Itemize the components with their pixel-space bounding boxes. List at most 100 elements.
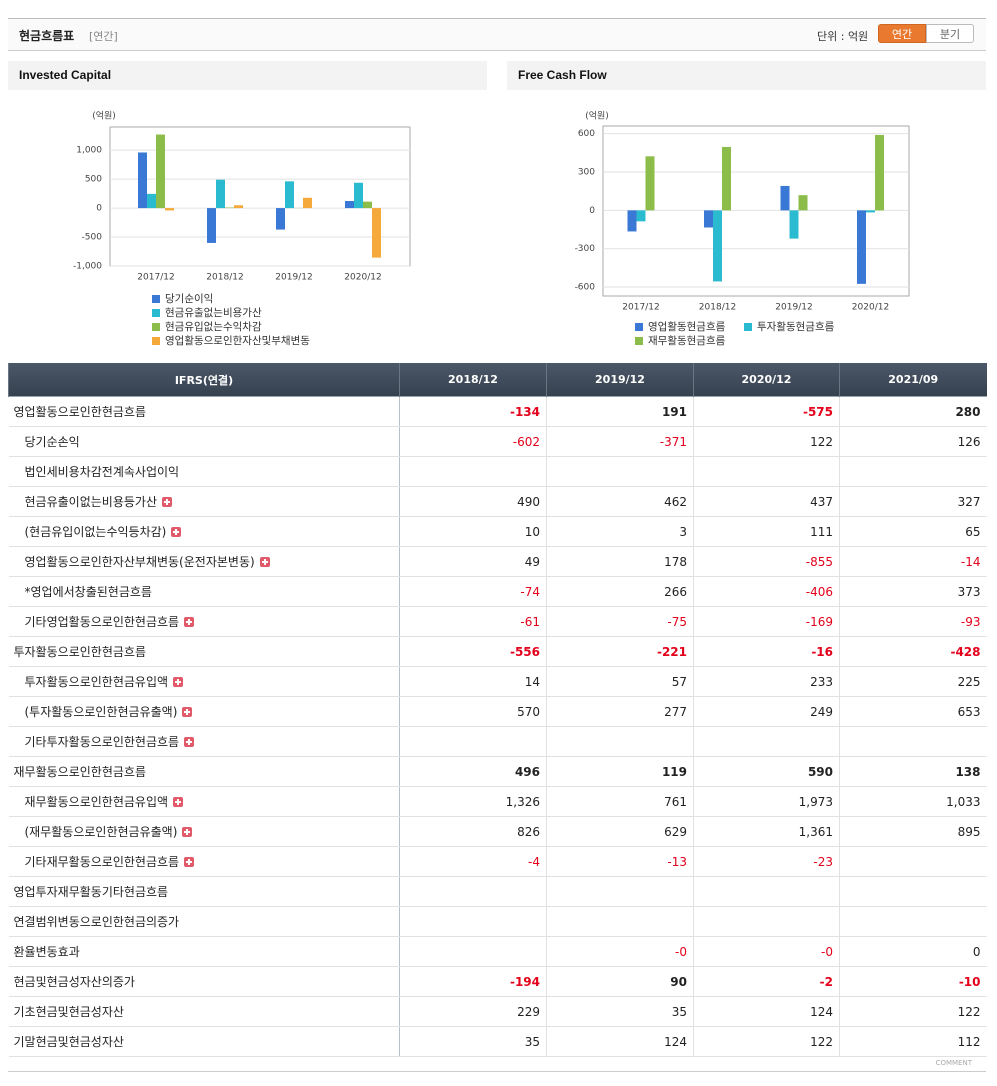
expand-button[interactable] — [184, 857, 195, 867]
row-label: 영업투자재무활동기타현금흐름 — [13, 885, 169, 899]
value-cell — [839, 846, 987, 877]
row-label-cell: 영업활동으로인한자산부채변동(운전자본변동) — [8, 546, 400, 577]
bar — [789, 210, 799, 239]
x-tick-label: 2020/12 — [344, 273, 381, 283]
value-cell: 35 — [546, 996, 694, 1027]
value: -556 — [509, 644, 540, 659]
legend-label: 재무활동현금흐름 — [648, 334, 726, 347]
value: 122 — [810, 1034, 833, 1049]
row-label: (현금유입이없는수익등차감) — [24, 525, 167, 539]
value-cell: 437 — [693, 486, 840, 517]
value: 1,973 — [798, 794, 833, 809]
value-cell: 570 — [399, 696, 547, 727]
expand-button[interactable] — [182, 707, 193, 717]
value-cell: 111 — [693, 516, 840, 547]
value-cell: 122 — [693, 426, 840, 457]
legend-swatch — [744, 323, 752, 331]
table-row: 영업활동으로인한현금흐름 -134 191 -575 280 — [8, 396, 987, 427]
value-cell: 826 — [399, 816, 547, 847]
value-cell: 266 — [546, 576, 694, 607]
value-cell: 233 — [693, 666, 840, 697]
bar — [798, 195, 808, 211]
y-tick-label: 0 — [96, 204, 102, 214]
value-cell: -93 — [839, 606, 987, 637]
y-tick-label: 1,000 — [76, 146, 102, 156]
expand-button[interactable] — [184, 737, 195, 747]
table-row: (현금유입이없는수익등차감) 10 3 111 65 — [8, 516, 987, 547]
panel-title-bar — [8, 61, 487, 90]
value: 1,033 — [946, 794, 981, 809]
expand-button[interactable] — [171, 527, 182, 537]
value-cell: 327 — [839, 486, 987, 517]
value: 138 — [955, 764, 981, 779]
value-cell: -16 — [693, 636, 840, 667]
row-label-cell: *영업에서창출된현금흐름 — [8, 576, 400, 607]
row-label-cell: 현금및현금성자산의증가 — [8, 966, 400, 997]
value-cell: -23 — [693, 846, 840, 877]
value-cell — [399, 936, 547, 967]
row-label-cell: 기타영업활동으로인한현금흐름 — [8, 606, 400, 637]
row-label-cell: 영업투자재무활동기타현금흐름 — [8, 876, 400, 907]
value: -23 — [813, 854, 833, 869]
value-cell: 138 — [839, 756, 987, 787]
column-header: 2019/12 — [546, 363, 694, 397]
bar — [165, 208, 174, 211]
value-cell: 112 — [839, 1026, 987, 1057]
value: 35 — [524, 1034, 540, 1049]
annual-button[interactable]: 연간 — [878, 24, 926, 43]
value: 178 — [664, 554, 687, 569]
panel-title-bar — [507, 61, 986, 90]
header-bar: 현금흐름표 [연간] 단위 : 억원 연간 분기 — [8, 18, 986, 51]
bar — [363, 201, 372, 209]
y-tick-label: -600 — [575, 283, 596, 293]
legend-label: 영업활동현금흐름 — [648, 320, 726, 333]
row-label-cell: 기타투자활동으로인한현금흐름 — [8, 726, 400, 757]
y-axis-label: (억원) — [92, 110, 116, 122]
value: -406 — [805, 584, 833, 599]
expand-button[interactable] — [184, 617, 195, 627]
row-label-cell: 기말현금및현금성자산 — [8, 1026, 400, 1057]
value: 266 — [664, 584, 687, 599]
value: 590 — [807, 764, 833, 779]
value-cell: 65 — [839, 516, 987, 547]
value-cell: 653 — [839, 696, 987, 727]
bar — [207, 208, 216, 243]
value: 14 — [524, 674, 540, 689]
expand-button[interactable] — [182, 827, 193, 837]
value: -134 — [509, 404, 540, 419]
expand-button[interactable] — [173, 677, 184, 687]
value: 126 — [957, 434, 981, 449]
value: 191 — [661, 404, 687, 419]
bar — [627, 210, 637, 232]
row-label-cell: 재무활동으로인한현금흐름 — [8, 756, 400, 787]
value-cell: 49 — [399, 546, 547, 577]
value-cell: -4 — [399, 846, 547, 877]
table-row: 법인세비용차감전계속사업이익 — [8, 456, 987, 487]
row-label-cell: 투자활동으로인한현금흐름 — [8, 636, 400, 667]
value: 124 — [810, 1004, 833, 1019]
comment-toggle[interactable]: COMMENT — [935, 1059, 972, 1067]
value-cell: 462 — [546, 486, 694, 517]
value-cell: 3 — [546, 516, 694, 547]
value-cell: 373 — [839, 576, 987, 607]
value-cell: 490 — [399, 486, 547, 517]
value-cell — [399, 876, 547, 907]
value: -10 — [958, 974, 981, 989]
expand-button[interactable] — [173, 797, 184, 807]
row-label-cell: (투자활동으로인한현금유출액) — [8, 696, 400, 727]
value: 462 — [664, 494, 687, 509]
table-row: 환율변동효과 -0 -0 0 — [8, 936, 987, 967]
y-tick-label: 500 — [85, 175, 102, 185]
expand-button[interactable] — [259, 557, 270, 567]
expand-button[interactable] — [161, 497, 172, 507]
y-axis-label: (억원) — [585, 110, 609, 122]
value-cell: 124 — [546, 1026, 694, 1057]
value: 496 — [514, 764, 540, 779]
value-cell: 119 — [546, 756, 694, 787]
bar — [857, 210, 866, 284]
quarter-button[interactable]: 분기 — [926, 24, 974, 43]
value: -602 — [512, 434, 540, 449]
value-cell: 35 — [399, 1026, 547, 1057]
value: 10 — [524, 524, 540, 539]
value-cell: 629 — [546, 816, 694, 847]
